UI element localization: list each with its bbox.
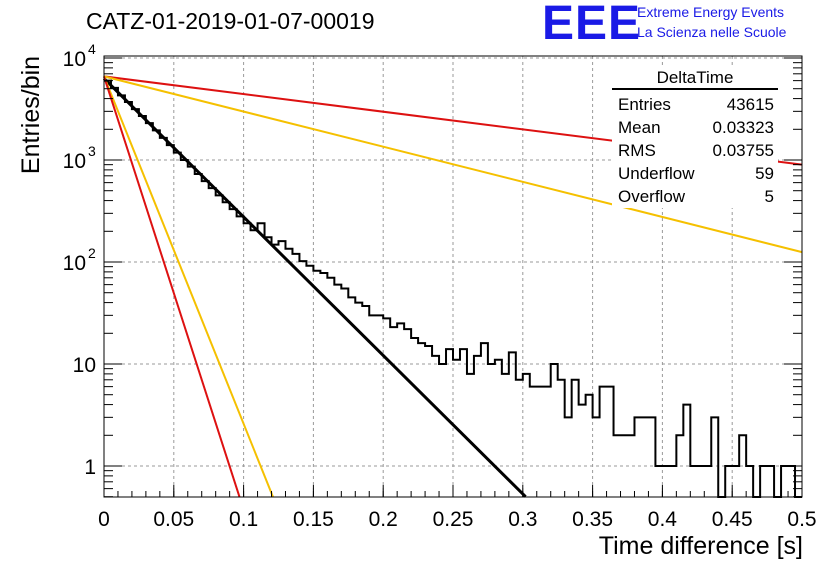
stats-value: 5 bbox=[764, 187, 774, 206]
stats-label: Entries bbox=[618, 95, 671, 114]
histogram-layer bbox=[104, 79, 802, 498]
y-axis-label: Entries/bin bbox=[17, 55, 45, 175]
x-axis-label: Time difference [s] bbox=[598, 532, 803, 560]
stats-row: Overflow 5 bbox=[612, 185, 778, 208]
reference-line bbox=[103, 76, 241, 498]
x-tick-label: 0.4 bbox=[648, 508, 678, 531]
stats-value: 59 bbox=[755, 164, 774, 183]
stats-value: 0.03323 bbox=[712, 118, 774, 137]
x-tick-label: 0.3 bbox=[508, 508, 537, 531]
stats-value: 0.03755 bbox=[712, 141, 774, 160]
y-tick-label: 10 bbox=[63, 48, 86, 71]
histogram-step-line bbox=[104, 79, 802, 498]
stats-value: 43615 bbox=[726, 95, 774, 114]
canvas-title: CATZ-01-2019-01-07-00019 bbox=[86, 8, 375, 34]
frame-layer bbox=[103, 55, 803, 498]
x-tick-label: 0.2 bbox=[369, 508, 398, 531]
stats-label: RMS bbox=[618, 141, 656, 160]
stats-row: Mean 0.03323 bbox=[612, 116, 778, 139]
stats-label: Underflow bbox=[618, 164, 695, 183]
x-tick-label: 0.5 bbox=[787, 508, 816, 531]
stats-box: DeltaTime Entries 43615 Mean 0.03323 RMS… bbox=[612, 68, 778, 208]
x-tick-label: 0.15 bbox=[293, 508, 334, 531]
x-tick-label: 0.05 bbox=[153, 508, 194, 531]
stats-label: Overflow bbox=[618, 187, 686, 206]
x-tick-label: 0.25 bbox=[433, 508, 474, 531]
y-tick-exponent: 3 bbox=[88, 143, 96, 159]
y-tick-label: 10 bbox=[63, 252, 86, 275]
x-tick-label: 0.45 bbox=[712, 508, 753, 531]
y-tick-label: 10 bbox=[73, 354, 96, 377]
stats-row: RMS 0.03755 bbox=[612, 139, 778, 162]
reference-line bbox=[103, 76, 274, 498]
reference-line bbox=[103, 75, 803, 254]
x-tick-label: 0.35 bbox=[572, 508, 613, 531]
x-tick-label: 0 bbox=[98, 508, 110, 531]
stats-row: Entries 43615 bbox=[612, 93, 778, 116]
y-tick-label: 1 bbox=[84, 456, 96, 479]
x-tick-label: 0.1 bbox=[229, 508, 258, 531]
stats-title: DeltaTime bbox=[612, 68, 778, 90]
tick-labels: 0 0.05 0.1 0.15 0.2 0.25 0.3 0.35 0.4 0.45 0.5 1 10 1… bbox=[63, 41, 817, 531]
stats-row: Underflow 59 bbox=[612, 162, 778, 185]
logo-line-1: Extreme Energy Events bbox=[637, 4, 785, 20]
eee-logo: EEE bbox=[542, 0, 642, 50]
y-tick-label: 10 bbox=[63, 150, 86, 173]
logo-line-2: La Scienza nelle Scuole bbox=[637, 24, 787, 40]
stats-label: Mean bbox=[618, 118, 661, 137]
y-tick-exponent: 2 bbox=[88, 245, 96, 261]
y-tick-exponent: 4 bbox=[88, 41, 96, 57]
plot-frame bbox=[103, 55, 803, 498]
